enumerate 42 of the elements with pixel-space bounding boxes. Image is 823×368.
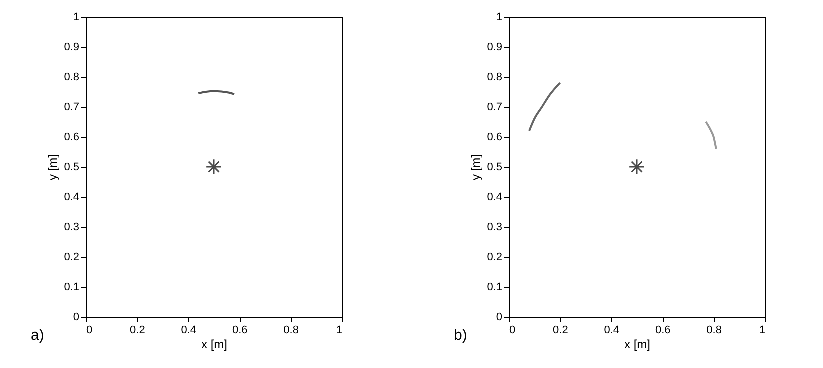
x-tick-label: 0 [510, 324, 516, 336]
y-tick-label: 0.8 [64, 72, 80, 84]
y-tick-label: 0.3 [487, 222, 502, 234]
y-tick-label: 0.1 [487, 282, 502, 294]
x-tick-label: 0 [86, 324, 93, 336]
y-tick-label: 0.1 [64, 282, 80, 294]
x-tick-label: 1 [759, 324, 766, 336]
y-tick-label: 1 [496, 12, 502, 24]
line-series [528, 82, 562, 132]
x-axis-title: x [m] [624, 338, 650, 352]
y-tick-label: 0.5 [487, 162, 502, 174]
y-tick-label: 0.6 [487, 132, 502, 144]
y-tick-label: 0 [73, 312, 80, 324]
y-tick-label: 0.2 [64, 252, 80, 264]
line-series [705, 121, 718, 150]
x-tick-label: 0.4 [181, 324, 197, 336]
x-tick-label: 0.8 [284, 324, 299, 336]
y-tick-label: 0.9 [487, 42, 502, 54]
y-tick-label: 0.4 [64, 192, 80, 204]
y-tick-label: 0.9 [64, 42, 80, 54]
x-tick-label: 0.4 [604, 324, 620, 336]
y-axis-title: y [m] [46, 154, 60, 180]
y-tick-label: 1 [73, 12, 80, 24]
y-tick-label: 0.5 [64, 162, 80, 174]
x-tick-label: 1 [336, 324, 342, 336]
x-tick-label: 0.2 [130, 324, 146, 336]
text: a) [31, 327, 44, 344]
y-tick-label: 0.7 [64, 102, 80, 114]
y-tick-label: 0.6 [64, 132, 80, 144]
x-tick-label: 0.6 [232, 324, 248, 336]
y-tick-label: 0.3 [64, 222, 80, 234]
y-axis-title: y [m] [469, 154, 484, 180]
y-tick-label: 0 [496, 312, 502, 324]
y-tick-label: 0.4 [487, 192, 502, 204]
x-tick-label: 0.8 [706, 324, 722, 336]
x-tick-label: 0.2 [553, 324, 568, 336]
x-tick-label: 0.6 [655, 324, 671, 336]
y-tick-label: 0.7 [487, 102, 502, 114]
y-tick-label: 0.8 [487, 72, 502, 84]
y-tick-label: 0.2 [487, 252, 502, 264]
text: b) [454, 327, 468, 344]
x-axis-title: x [m] [202, 338, 228, 352]
